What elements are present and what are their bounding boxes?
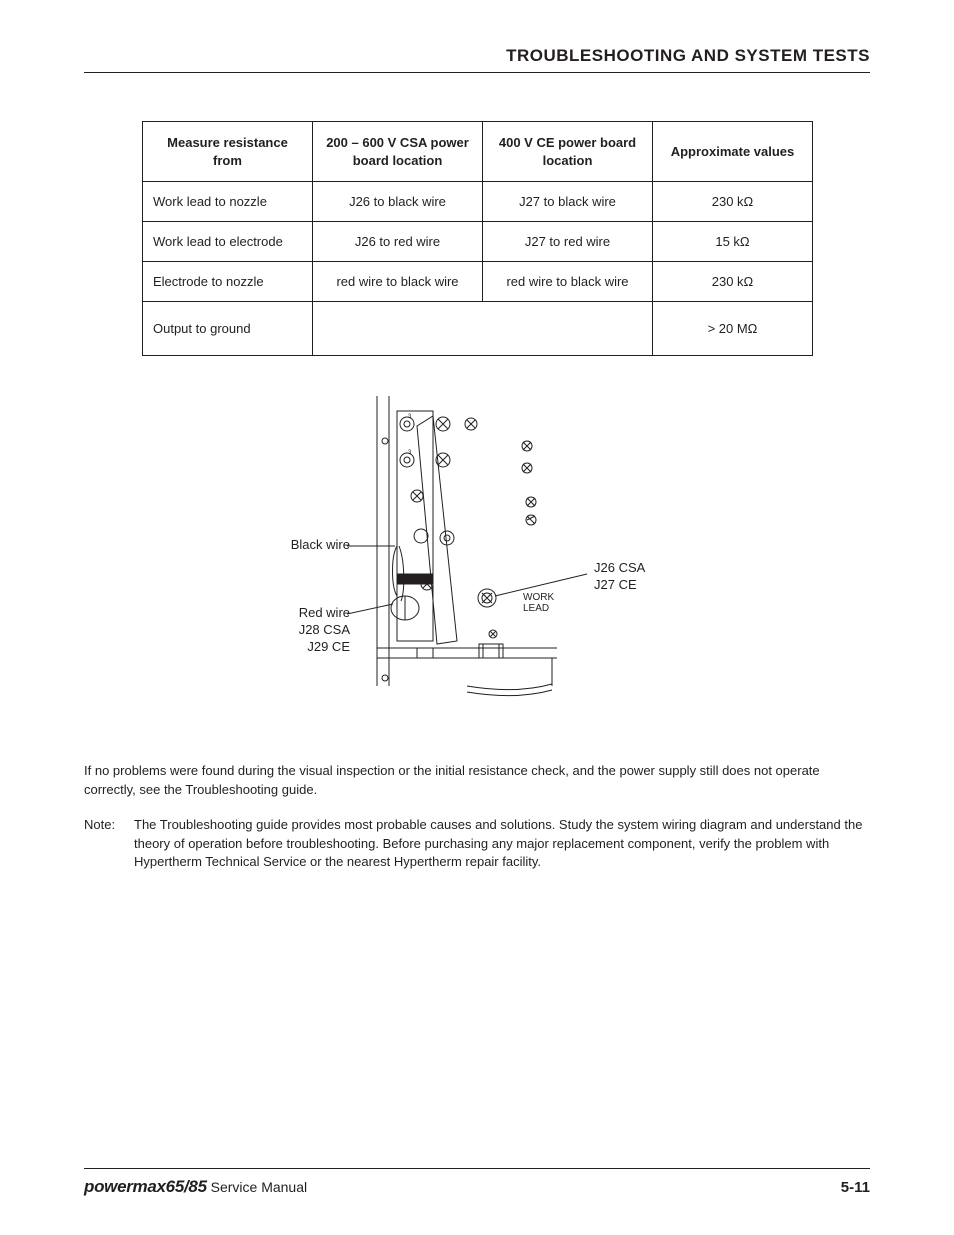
cell: > 20 MΩ (653, 302, 813, 356)
col-measure-from: Measure resistance from (143, 122, 313, 182)
label-work-lead-l1: WORK (523, 592, 554, 603)
cell: red wire to black wire (313, 262, 483, 302)
brand-name: powermax65/85 (84, 1177, 207, 1196)
footer-left: powermax65/85 Service Manual (84, 1177, 307, 1197)
label-red-wire-l1: Red wire (299, 605, 350, 620)
table-header-row: Measure resistance from 200 – 600 V CSA … (143, 122, 813, 182)
label-work-lead: WORK LEAD (523, 592, 554, 614)
label-work-lead-l2: LEAD (523, 603, 549, 614)
label-j26-l2: J27 CE (594, 577, 637, 592)
cell: J26 to black wire (313, 182, 483, 222)
board-diagram: 3 3 (142, 386, 812, 716)
cell: J27 to red wire (483, 222, 653, 262)
label-red-wire: Red wire J28 CSA J29 CE (299, 605, 350, 656)
col-ce-location: 400 V CE power board location (483, 122, 653, 182)
col-approx-values: Approximate values (653, 122, 813, 182)
label-j26-l1: J26 CSA (594, 560, 645, 575)
cell: Work lead to nozzle (143, 182, 313, 222)
footer-subtitle: Service Manual (211, 1179, 308, 1195)
table-row: Work lead to electrode J26 to red wire J… (143, 222, 813, 262)
cell: Work lead to electrode (143, 222, 313, 262)
note-text: The Troubleshooting guide provides most … (134, 816, 870, 873)
cell: red wire to black wire (483, 262, 653, 302)
resistance-table: Measure resistance from 200 – 600 V CSA … (142, 121, 813, 356)
body-paragraph: If no problems were found during the vis… (84, 762, 870, 800)
label-j26-j27: J26 CSA J27 CE (594, 560, 645, 594)
note-block: Note: The Troubleshooting guide provides… (84, 816, 870, 873)
label-red-wire-l2: J28 CSA (299, 622, 350, 637)
cell-merged (313, 302, 653, 356)
label-black-wire: Black wire (291, 537, 350, 554)
cell: 230 kΩ (653, 262, 813, 302)
table-row: Output to ground > 20 MΩ (143, 302, 813, 356)
cell: Output to ground (143, 302, 313, 356)
page-footer: powermax65/85 Service Manual 5-11 (84, 1168, 870, 1197)
note-label: Note: (84, 816, 134, 873)
cell: 15 kΩ (653, 222, 813, 262)
section-header: TROUBLESHOOTING AND SYSTEM TESTS (84, 46, 870, 73)
table-row: Electrode to nozzle red wire to black wi… (143, 262, 813, 302)
label-red-wire-l3: J29 CE (307, 639, 350, 654)
page-container: TROUBLESHOOTING AND SYSTEM TESTS Measure… (0, 0, 954, 1235)
cell: Electrode to nozzle (143, 262, 313, 302)
page-number: 5-11 (841, 1179, 870, 1196)
cell: J27 to black wire (483, 182, 653, 222)
cell: J26 to red wire (313, 222, 483, 262)
table-row: Work lead to nozzle J26 to black wire J2… (143, 182, 813, 222)
cell: 230 kΩ (653, 182, 813, 222)
resistance-table-wrap: Measure resistance from 200 – 600 V CSA … (142, 121, 812, 356)
col-csa-location: 200 – 600 V CSA power board location (313, 122, 483, 182)
board-diagram-svg: 3 3 (347, 386, 607, 706)
